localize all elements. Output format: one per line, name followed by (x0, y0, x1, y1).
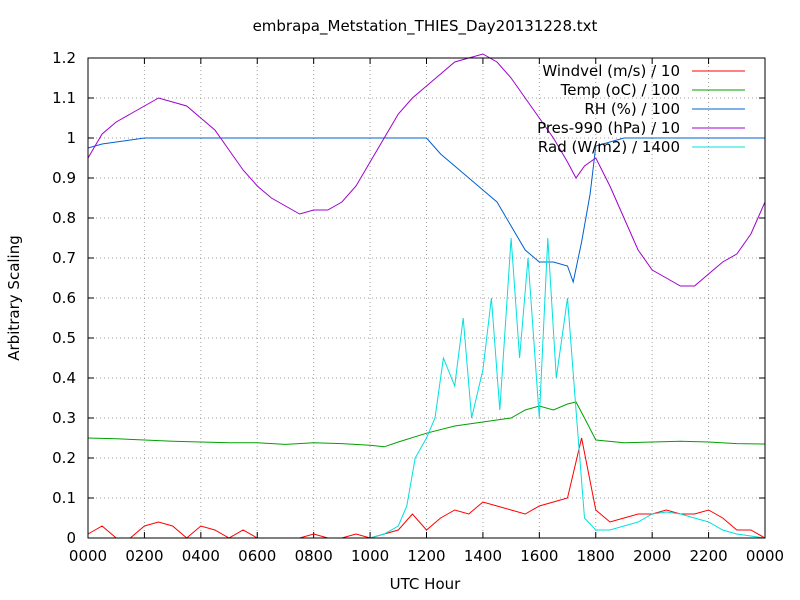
legend-label: Rad (W/m2) / 1400 (538, 138, 680, 156)
y-tick-label: 0 (66, 529, 76, 547)
x-tick-label: 1000 (351, 547, 389, 565)
y-tick-label: 0.4 (52, 369, 76, 387)
x-tick-label: 2200 (689, 547, 727, 565)
y-tick-label: 0.6 (52, 289, 76, 307)
x-tick-label: 1400 (464, 547, 502, 565)
series-line (87, 137, 765, 284)
x-tick-label: 0600 (238, 547, 276, 565)
chart-title: embrapa_Metstation_THIES_Day20131228.txt (253, 17, 598, 36)
x-tick-label: 0200 (125, 547, 163, 565)
y-tick-label: 0.8 (52, 209, 76, 227)
y-tick-label: 0.5 (52, 329, 76, 347)
series-line (87, 53, 766, 287)
x-tick-label: 2000 (633, 547, 671, 565)
series-group (87, 53, 766, 539)
series-line (88, 237, 766, 539)
axis-ticks: 0000 0200 0400 0600 0800 1000 1200 1400 1600 1800… (52, 49, 784, 565)
legend-label: Pres-990 (hPa) / 10 (537, 119, 680, 137)
plot-frame (87, 57, 766, 539)
y-tick-label: 0.2 (52, 449, 76, 467)
x-tick-label: 0000 (69, 547, 107, 565)
y-tick-label: 1.1 (52, 89, 76, 107)
y-tick-label: 1.2 (52, 49, 76, 67)
legend-label: Temp (oC) / 100 (560, 81, 680, 99)
x-tick-label: 0400 (182, 547, 220, 565)
y-tick-label: 0.7 (52, 249, 76, 267)
y-tick-label: 0.1 (52, 489, 76, 507)
legend-label: Windvel (m/s) / 10 (542, 62, 680, 80)
x-tick-label: 0000 (746, 547, 784, 565)
legend-label: RH (%) / 100 (584, 100, 680, 118)
y-tick-label: 0.3 (52, 409, 76, 427)
y-axis-label: Arbitrary Scaling (5, 235, 23, 361)
y-tick-label: 1 (66, 129, 76, 147)
x-tick-label: 1600 (520, 547, 558, 565)
x-tick-label: 1800 (577, 547, 615, 565)
x-axis-label: UTC Hour (390, 575, 461, 593)
series-line (87, 401, 766, 448)
x-tick-label: 0800 (295, 547, 333, 565)
y-tick-label: 0.9 (52, 169, 76, 187)
x-tick-label: 1200 (407, 547, 445, 565)
